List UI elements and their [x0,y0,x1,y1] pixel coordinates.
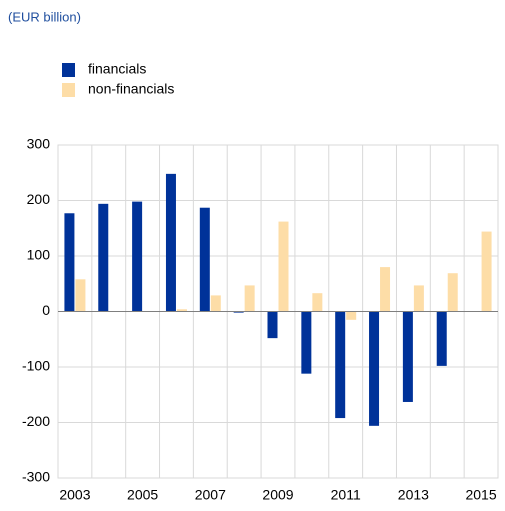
legend-label: non-financials [88,81,174,97]
bar [211,295,221,311]
bar [346,312,356,320]
y-tick-label: 300 [27,136,51,152]
y-axis-label: (EUR billion) [8,9,81,24]
bar [380,267,390,311]
bar [335,312,345,419]
y-tick-label: -200 [22,413,50,429]
legend-swatch [62,83,75,97]
bar [64,213,74,311]
x-tick-label: 2003 [59,487,90,503]
bar [301,312,311,374]
legend-swatch [62,63,75,77]
bar [132,202,142,312]
bar [268,312,278,339]
bar [98,204,108,312]
y-tick-label: -300 [22,469,50,485]
y-tick-label: 0 [42,302,50,318]
bar [414,285,424,311]
x-tick-label: 2009 [262,487,293,503]
bar [403,312,413,402]
bar [369,312,379,426]
bar [279,222,289,312]
bar [312,293,322,311]
y-tick-label: 100 [27,247,51,263]
x-tick-label: 2005 [127,487,158,503]
bar [482,232,492,312]
bar [437,312,447,366]
y-tick-label: 200 [27,191,51,207]
legend-label: financials [88,61,146,77]
x-tick-label: 2013 [398,487,429,503]
bar [245,285,255,311]
y-tick-label: -100 [22,358,50,374]
x-tick-label: 2011 [331,487,361,503]
x-tick-label: 2007 [195,487,226,503]
bar [448,273,458,311]
x-tick-label: 2015 [465,487,496,503]
bar [200,208,210,312]
bar [75,279,85,311]
bar [166,174,176,312]
